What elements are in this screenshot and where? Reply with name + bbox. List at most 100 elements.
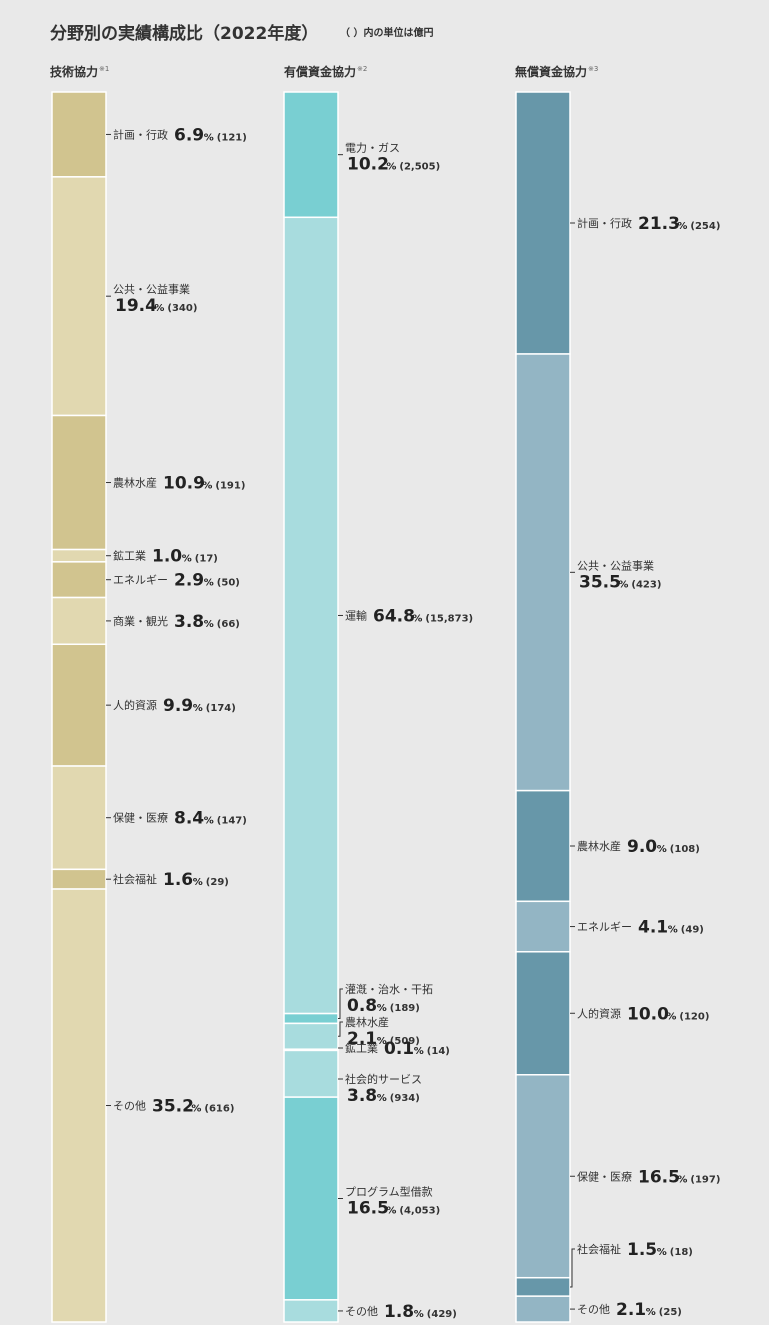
segment-name: 農林水産 [345,1015,389,1029]
segment-value: (174) [206,703,236,714]
segment-percent: 9.9 [163,696,193,716]
segment-value: (197) [690,1174,720,1185]
bar-segment [283,1299,339,1323]
leader-line [338,1021,343,1037]
segment-value: (616) [204,1104,234,1115]
segment-percent: 16.5 [638,1167,680,1187]
segment-value: (49) [681,925,704,936]
bar-segment [51,561,107,599]
segment-percent: 10.9 [163,474,205,494]
segment-name: 社会福祉 [577,1242,621,1256]
percent-sign: % [377,1093,387,1104]
bar-segment [51,91,107,178]
leader-line [570,1248,575,1288]
segment-value: (108) [670,844,700,855]
segment-percent: 2.1 [347,1029,377,1049]
segment-name: 社会的サービス [345,1072,422,1086]
segment-value: (120) [679,1011,709,1022]
percent-sign: % [666,1011,676,1022]
segment-value: (147) [217,816,247,827]
segment-value: (18) [670,1247,693,1258]
segment-value: (17) [195,554,218,565]
bar-segment [515,1295,571,1323]
bar-segment [283,216,339,1015]
segment-percent: 10.2 [347,155,389,175]
segment-name: 電力・ガス [345,142,400,155]
segment-name: 人的資源 [577,1006,621,1020]
segment-name: 鉱工業 [345,1041,378,1055]
bar-segment [283,1022,339,1050]
percent-sign: % [193,877,203,888]
percent-sign: % [386,1206,396,1217]
segment-name: 灌漑・治水・干拓 [345,982,433,996]
percent-sign: % [386,162,396,173]
unit-note: （ ）内の単位は億円 [340,28,434,39]
segment-percent: 3.8 [174,612,204,632]
percent-sign: % [204,816,214,827]
segment-name: プログラム型借款 [345,1185,433,1199]
segment-value: (50) [217,578,240,589]
bar-segment [51,868,107,890]
bar-segment [515,353,571,792]
leader-line [338,988,343,1019]
percent-sign: % [202,481,212,492]
bar-segment [51,888,107,1323]
segment-name: 公共・公益事業 [577,558,654,572]
bar-segment [283,91,339,219]
segment-name: 農林水産 [113,476,157,490]
segment-value: (509) [390,1036,420,1047]
segment-percent: 1.5 [627,1240,657,1260]
segment-name: 農林水産 [577,839,621,853]
segment-percent: 21.3 [638,214,680,234]
bar-segment [51,548,107,563]
bar-segment [515,900,571,953]
segment-value: (121) [217,132,247,143]
segment-name: 公共・公益事業 [113,282,190,296]
bar-segment [51,596,107,646]
bar-segment [515,789,571,903]
segment-name: 運輸 [345,608,367,622]
bar-segment [515,1276,571,1297]
segment-name: 人的資源 [113,698,157,712]
segment-percent: 0.1 [384,1039,414,1059]
percent-sign: % [414,1309,424,1320]
percent-sign: % [657,1247,667,1258]
segment-percent: 16.5 [347,1199,389,1219]
segment-value: (189) [390,1003,420,1014]
segment-value: (254) [690,221,720,232]
bar-segment [51,414,107,551]
percent-sign: % [677,221,687,232]
segment-percent: 1.0 [152,547,182,567]
percent-sign: % [646,1307,656,1318]
percent-sign: % [657,844,667,855]
segment-value: (191) [215,481,245,492]
segment-name: 社会福祉 [113,872,157,886]
segment-percent: 4.1 [638,918,668,938]
percent-sign: % [154,303,164,314]
segment-percent: 64.8 [373,606,415,626]
segment-name: その他 [345,1305,378,1318]
percent-sign: % [377,1003,387,1014]
segment-percent: 2.1 [616,1300,646,1320]
segment-name: 保健・医療 [113,811,168,825]
bar-segment [51,643,107,767]
segment-value: (29) [206,877,229,888]
segment-percent: 1.6 [163,870,193,890]
segment-value: (934) [390,1093,420,1104]
percent-sign: % [618,579,628,590]
segment-name: 商業・観光 [113,614,168,628]
segment-name: その他 [113,1100,146,1113]
percent-sign: % [193,703,203,714]
percent-sign: % [204,619,214,630]
segment-name: 保健・医療 [577,1169,632,1183]
bar-segment [51,176,107,417]
percent-sign: % [204,578,214,589]
segment-percent: 2.9 [174,571,204,591]
chart-title: 分野別の実績構成比（2022年度） [50,24,319,44]
bar-segment [283,1049,339,1098]
segment-name: 鉱工業 [113,549,146,563]
segment-name: 計画・行政 [577,216,632,230]
bar-segment [283,1096,339,1301]
